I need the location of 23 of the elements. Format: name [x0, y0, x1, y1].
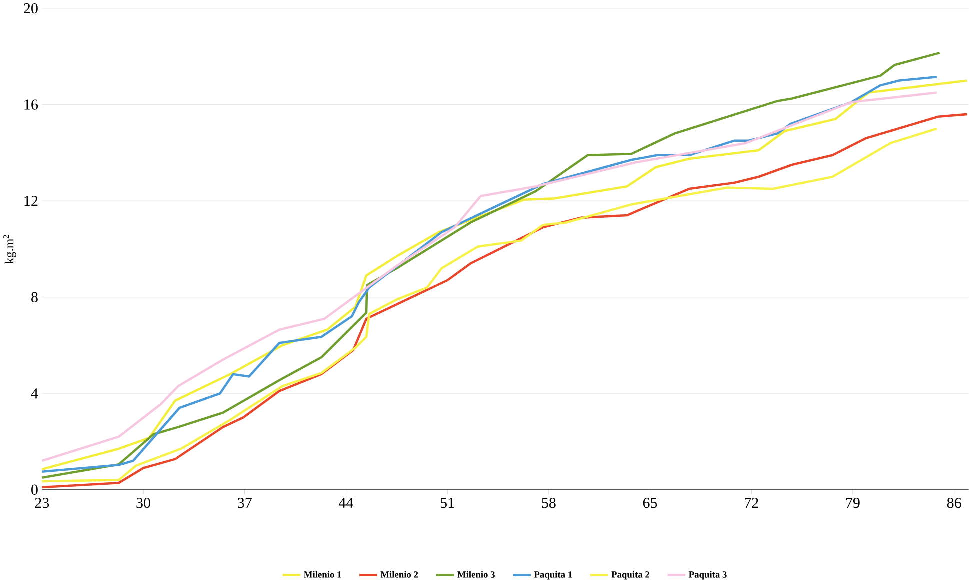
x-tick-label: 51	[440, 498, 454, 508]
x-tick-label: 23	[35, 498, 50, 508]
x-tick-label: 72	[745, 498, 758, 508]
x-tick-label: 86	[947, 498, 962, 508]
x-tick-label: 58	[542, 498, 556, 508]
legend-label: Milenio 2	[380, 572, 418, 578]
y-axis-title: kg.m$^{2}$	[3, 235, 16, 264]
x-tick-label: 37	[238, 498, 252, 508]
y-tick-label: 20	[24, 4, 38, 14]
x-tick-label: 44	[338, 498, 354, 508]
legend-label: Paquita 1	[534, 572, 572, 580]
legend-label: Paquita 3	[688, 572, 727, 580]
legend-label: Milenio 3	[458, 572, 495, 578]
x-tick-label: 30	[136, 498, 150, 508]
x-tick-label: 79	[846, 498, 860, 508]
y-tick-label: 8	[32, 292, 38, 303]
legend-label: Paquita 2	[612, 572, 650, 580]
legend-label: Milenio 1	[304, 572, 342, 578]
y-tick-label: 12	[24, 196, 38, 206]
x-tick-label: 65	[643, 498, 658, 508]
y-tick-label: 0	[32, 485, 38, 496]
y-tick-label: 16	[24, 100, 38, 110]
y-tick-label: 4	[31, 388, 38, 399]
